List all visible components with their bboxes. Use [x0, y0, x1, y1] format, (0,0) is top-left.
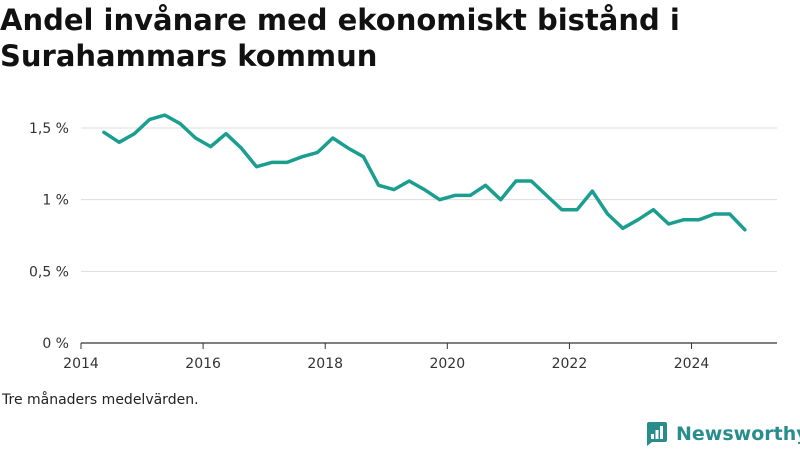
- grid-lines: [81, 127, 777, 272]
- newsworthy-logo: Newsworthy: [644, 419, 800, 449]
- y-tick-label: 0 %: [42, 336, 69, 352]
- x-axis: 2014 2016 2018 2020 2022 2024: [63, 342, 777, 372]
- chart-footnote: Tre månaders medelvärden.: [2, 392, 199, 408]
- y-tick-label: 1,5 %: [29, 121, 69, 137]
- x-tick-label: 2020: [429, 356, 465, 372]
- x-tick-label: 2022: [552, 356, 588, 372]
- x-tick-label: 2024: [674, 356, 710, 372]
- series-layer: [102, 113, 747, 232]
- brand-name: Newsworthy: [676, 423, 800, 445]
- x-tick-label: 2018: [307, 356, 343, 372]
- y-tick-label: 1 %: [42, 193, 69, 209]
- bar-chart-logo-icon: [647, 422, 667, 446]
- series-line: [102, 113, 747, 232]
- chart-title: Andel invånare med ekonomiskt bistånd i …: [0, 3, 680, 73]
- x-tick-label: 2014: [63, 356, 99, 372]
- x-tick-label: 2016: [185, 356, 221, 372]
- y-tick-label: 0,5 %: [29, 264, 69, 280]
- y-axis-tick-labels: 0 % 0,5 % 1 % 1,5 %: [29, 121, 69, 352]
